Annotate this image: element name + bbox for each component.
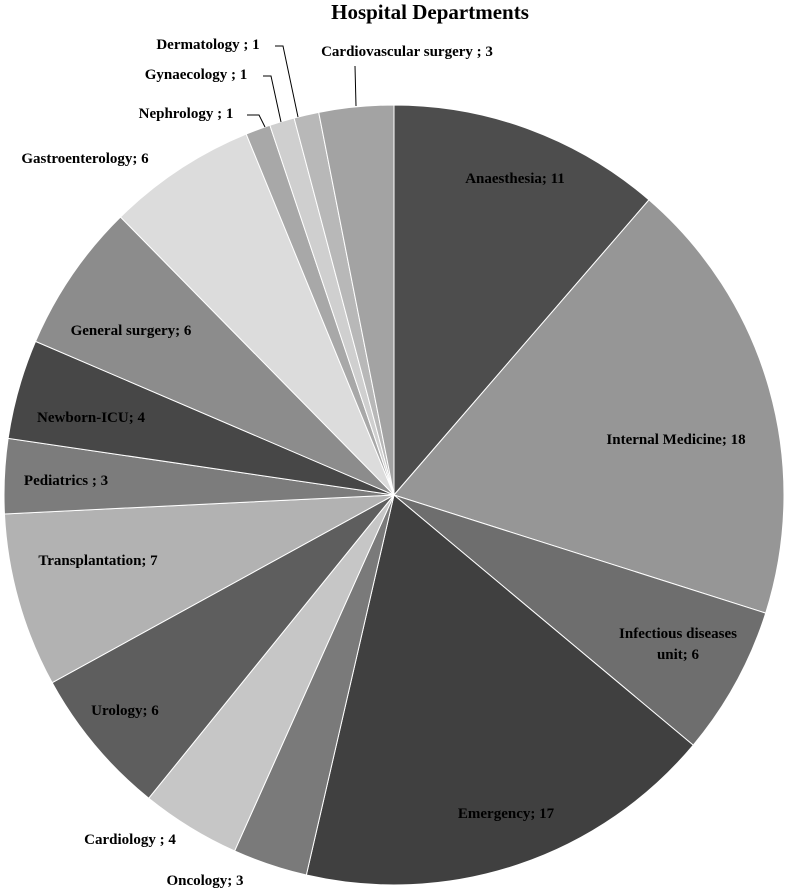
pie-slice-cardiovascular-surgery — [318, 104, 395, 496]
slice-label-internal-medicine: Internal Medicine; 18 — [606, 432, 745, 448]
slice-label-oncology: Oncology; 3 — [166, 873, 243, 889]
chart-title: Hospital Departments — [331, 0, 529, 24]
slice-label-transplantation: Transplantation; 7 — [38, 553, 158, 569]
pie-slice-transplantation — [3, 494, 395, 684]
leader-line-dermatology — [275, 45, 299, 118]
pie-slice-gastroenterology — [119, 133, 395, 496]
slice-label-gynaecology: Gynaecology ; 1 — [145, 67, 248, 83]
slice-label-cardiovascular-surgery: Cardiovascular surgery ; 3 — [321, 44, 493, 60]
pie-slice-infectious-diseases-unit — [393, 494, 767, 746]
slice-label-gastroenterology: Gastroenterology; 6 — [21, 151, 149, 167]
slice-label-cardiology: Cardiology ; 4 — [84, 832, 176, 848]
pie-slice-urology — [51, 494, 395, 799]
slice-label-pediatrics: Pediatrics ; 3 — [24, 473, 108, 489]
leader-line-nephrology — [247, 114, 266, 128]
leader-line-cardiovascular-surgery — [354, 65, 357, 107]
slice-label-nephrology: Nephrology ; 1 — [139, 106, 234, 122]
slice-label-urology: Urology; 6 — [91, 703, 159, 719]
slice-label-anaesthesia: Anaesthesia; 11 — [465, 171, 565, 187]
slice-label-emergency: Emergency; 17 — [458, 806, 555, 822]
slice-labels: Anaesthesia; 11 Internal Medicine; 18 Infe… — [21, 37, 745, 889]
slice-label-newborn-icu: Newborn-ICU; 4 — [37, 410, 145, 426]
slice-label-dermatology: Dermatology ; 1 — [156, 37, 259, 53]
pie-slice-internal-medicine — [393, 199, 785, 614]
leader-lines — [247, 45, 357, 128]
pie-slice-general-surgery — [34, 216, 395, 496]
slice-label-general-surgery: General surgery; 6 — [71, 323, 192, 339]
pie-slice-emergency — [305, 494, 694, 886]
pie-slice-anaesthesia — [393, 104, 650, 497]
slice-label-infectious-diseases-unit: Infectious diseases unit; 6 — [619, 626, 737, 663]
pie-slices — [3, 104, 785, 886]
leader-line-gynaecology — [263, 75, 282, 123]
